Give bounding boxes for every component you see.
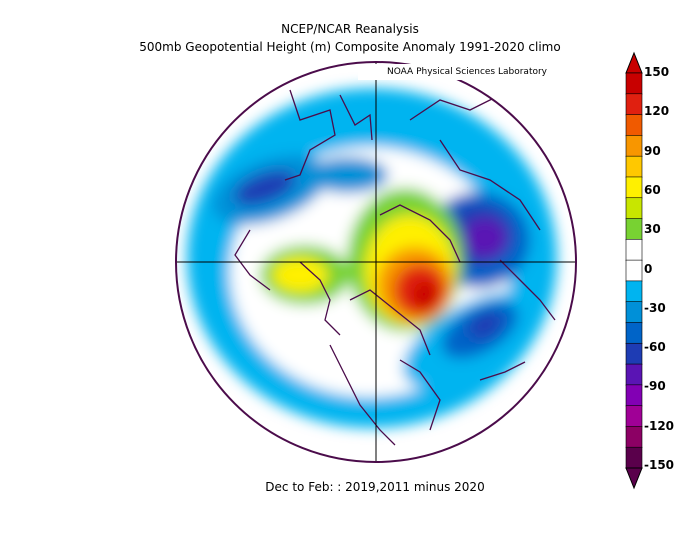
- colorbar-swatch: [625, 155, 643, 178]
- colorbar-tick-label: -150: [644, 458, 675, 472]
- colorbar-tick-label: -120: [644, 418, 675, 433]
- colorbar-swatch: [625, 72, 643, 95]
- colorbar-swatch: [625, 93, 643, 116]
- colorbar-tick-label: -60: [644, 340, 666, 355]
- footer-caption: Dec to Feb: : 2019,2011 minus 2020: [265, 480, 485, 494]
- colorbar-swatch: [625, 280, 643, 303]
- colorbar-tick-label: -90: [644, 379, 666, 394]
- title-line-2: 500mb Geopotential Height (m) Composite …: [139, 40, 561, 54]
- colorbar-arrow-top: [625, 51, 643, 74]
- colorbar-swatch: [625, 384, 643, 407]
- colorbar-swatch: [625, 176, 643, 199]
- colorbar: [625, 51, 643, 490]
- colorbar-swatch: [625, 239, 643, 261]
- colorbar-arrow-bottom: [625, 467, 643, 490]
- colorbar-swatch: [625, 342, 643, 365]
- colorbar-swatch: [625, 301, 643, 324]
- colorbar-tick-label: 0: [644, 261, 653, 276]
- colorbar-tick-label: 30: [644, 222, 661, 237]
- colorbar-tick-label: -30: [644, 300, 666, 315]
- colorbar-tick-label: 120: [644, 104, 670, 119]
- colorbar-swatch: [625, 426, 643, 449]
- colorbar-swatch: [625, 135, 643, 157]
- map-border: [175, 61, 577, 463]
- colorbar-swatch: [625, 322, 643, 345]
- colorbar-swatch: [625, 405, 643, 428]
- colorbar-swatch: [625, 363, 643, 386]
- colorbar-swatch: [625, 218, 643, 241]
- credit-label: NOAA Physical Sciences Laboratory: [358, 64, 576, 80]
- colorbar-swatch: [625, 197, 643, 220]
- title-line-1: NCEP/NCAR Reanalysis: [281, 22, 419, 36]
- colorbar-tick-label: 150: [644, 65, 670, 79]
- colorbar-tick-label: 60: [644, 182, 661, 197]
- colorbar-swatch: [625, 446, 643, 469]
- grid-lines: [176, 62, 576, 462]
- colorbar-swatch: [625, 114, 643, 137]
- colorbar-swatch: [625, 259, 643, 282]
- colorbar-tick-label: 90: [644, 143, 661, 158]
